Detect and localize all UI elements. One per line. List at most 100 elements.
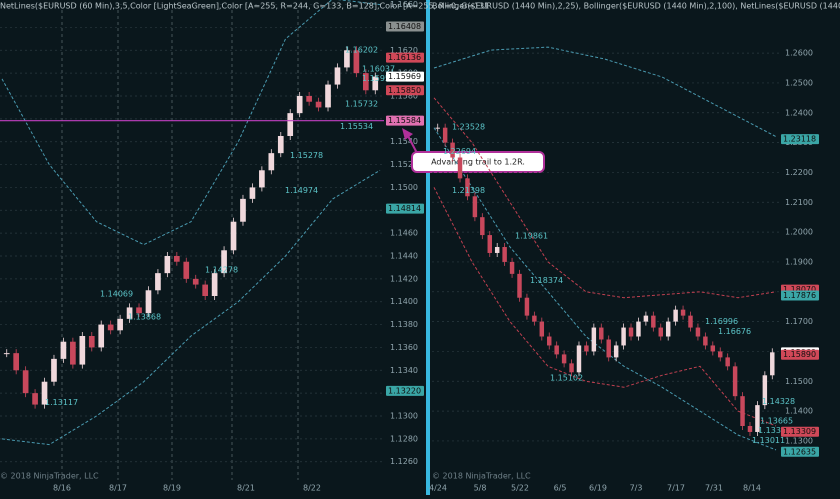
candle-body	[136, 307, 142, 314]
candle-body	[569, 363, 574, 373]
x-tick-label: 4/24	[429, 484, 447, 493]
indicator-band	[433, 46, 777, 138]
price-marker-label: 1.12635	[783, 447, 816, 456]
candle-body	[277, 136, 284, 154]
y-tick-label: 1.2200	[785, 168, 813, 177]
candle-body	[591, 327, 597, 352]
price-label: 1.15102	[550, 374, 583, 383]
candle-body	[442, 127, 448, 143]
candle-body	[268, 153, 275, 171]
price-label: 1.21398	[452, 186, 485, 195]
candle-body	[334, 67, 341, 85]
price-label: 1.14278	[205, 265, 238, 274]
price-label: 1.13665	[760, 417, 793, 426]
indicator-band	[1, 169, 381, 446]
price-marker	[386, 52, 424, 63]
candle-body	[315, 101, 322, 108]
indicator-band	[433, 187, 777, 427]
candle-body	[145, 290, 152, 314]
candle-body	[107, 324, 114, 331]
price-label: 1.19861	[515, 232, 548, 241]
price-marker-label: 1.15584	[388, 116, 421, 125]
y-tick-label: 1.1340	[390, 366, 418, 375]
candle-body	[613, 345, 619, 358]
price-label: 1.15952	[362, 74, 395, 83]
candle-body	[584, 345, 589, 352]
x-tick-label: 8/22	[303, 484, 321, 493]
candle-body	[539, 321, 545, 337]
price-marker	[386, 203, 424, 214]
y-tick-label: 1.1360	[390, 343, 418, 352]
price-marker	[781, 134, 819, 145]
candle-body	[306, 96, 312, 102]
candle-body	[636, 321, 641, 337]
candle-body	[372, 76, 379, 91]
candle-body	[51, 358, 57, 382]
x-tick-label: 8/17	[109, 484, 127, 493]
candle-body	[695, 327, 701, 337]
price-marker	[781, 290, 819, 301]
candle-body	[710, 345, 716, 352]
price-marker	[781, 446, 819, 457]
price-marker	[386, 385, 424, 396]
chart-panel: 1.12601.12801.13001.13201.13401.13601.13…	[0, 0, 490, 495]
candle-body	[480, 217, 485, 236]
price-label: 1.23528	[452, 122, 485, 131]
candle-body	[202, 284, 209, 296]
candle-body	[762, 375, 768, 406]
y-tick-label: 1.1400	[785, 407, 813, 416]
y-tick-label: 1.2500	[785, 78, 813, 87]
candle-body	[561, 354, 567, 364]
price-marker-label: 1.15850	[388, 86, 421, 95]
candle-body	[3, 353, 10, 355]
candle-body	[164, 256, 171, 274]
price-label: 1.16996	[705, 317, 738, 326]
price-marker	[781, 349, 819, 360]
callout-text: Advancing trail to 1.2R.	[431, 158, 525, 167]
candle-body	[22, 370, 29, 394]
copyright: © 2018 NinjaTrader, LLC	[432, 472, 531, 481]
candle-body	[747, 426, 753, 432]
indicator-band	[1, 0, 381, 246]
candle-body	[628, 327, 634, 337]
candle-body	[362, 73, 369, 91]
price-label: 1.16037	[362, 64, 395, 73]
y-tick-label: 1.1900	[785, 257, 813, 266]
candle-body	[230, 221, 237, 251]
x-tick-label: 7/17	[667, 484, 685, 493]
y-tick-label: 1.2600	[785, 49, 813, 58]
candle-body	[740, 396, 745, 427]
candle-body	[718, 351, 723, 358]
x-tick-label: 8/19	[163, 484, 181, 493]
price-label: 1.16202	[345, 46, 378, 55]
y-tick-label: 1.1440	[390, 252, 418, 261]
candle-body	[240, 198, 246, 222]
candle-body	[126, 307, 133, 319]
candle-body	[658, 327, 663, 337]
price-marker-label: 1.16408	[388, 22, 421, 31]
candle-body	[517, 273, 522, 298]
candle-body	[673, 309, 678, 322]
y-tick-label: 1.1280	[390, 434, 418, 443]
price-axis	[384, 0, 425, 495]
candle-body	[60, 341, 67, 359]
candle-body	[435, 127, 440, 129]
candle-body	[755, 405, 760, 432]
price-marker	[386, 21, 424, 32]
candle-body	[98, 324, 105, 348]
panel-divider	[426, 0, 430, 495]
candle-body	[606, 339, 611, 358]
price-label: 1.14974	[285, 186, 318, 195]
callout-box	[411, 151, 545, 173]
candle-body	[70, 341, 76, 365]
x-tick-label: 8/16	[53, 484, 71, 493]
y-tick-label: 1.2400	[785, 108, 813, 117]
price-label: 1.15534	[340, 122, 373, 131]
price-label: 1.14069	[100, 289, 133, 298]
candle-body	[494, 247, 500, 253]
price-marker	[386, 85, 424, 96]
candle-body	[509, 261, 515, 274]
candle-body	[325, 84, 331, 108]
y-tick-label: 1.1620	[390, 46, 418, 55]
price-marker-label: 1.16136	[388, 53, 421, 62]
